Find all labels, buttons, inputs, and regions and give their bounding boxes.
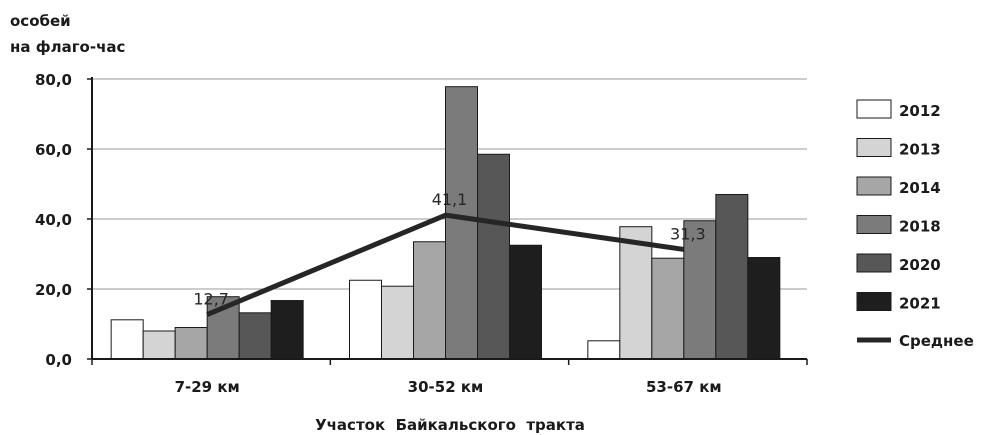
bar-2014-3 <box>651 257 685 360</box>
bar-2014-1 <box>174 327 208 360</box>
x-axis-title: Участок Байкальского тракта <box>315 416 585 434</box>
legend-label: 2013 <box>899 141 941 159</box>
average-data-label: 31,3 <box>670 224 706 243</box>
y-axis-ticks: 0,0 20,0 40,0 60,0 80,0 <box>35 71 92 369</box>
legend-label: 2020 <box>899 256 941 274</box>
bar-2020-2 <box>477 153 510 360</box>
bar-2013-1 <box>142 330 176 360</box>
legend-label: 2014 <box>899 179 941 197</box>
y-axis-title-line-1: особей <box>10 12 71 30</box>
legend-swatch-2013 <box>856 138 892 157</box>
y-tick-label: 0,0 <box>45 351 72 369</box>
y-tick-label: 20,0 <box>35 281 72 299</box>
axes <box>91 77 808 365</box>
average-data-label: 41,1 <box>432 190 468 209</box>
legend-label: 2012 <box>899 102 941 120</box>
bars <box>110 86 781 360</box>
bar-2021-2 <box>509 244 542 360</box>
legend-swatch-2012 <box>856 99 892 119</box>
bar-2012-2 <box>349 279 382 360</box>
bar-2014-2 <box>413 241 446 360</box>
legend-label: Среднее <box>899 332 974 350</box>
legend-swatch-2021 <box>856 292 892 311</box>
bar-2020-1 <box>238 312 272 360</box>
x-category-label: 7-29 км <box>175 378 240 396</box>
average-line <box>206 212 685 317</box>
legend-swatch-2018 <box>856 215 892 234</box>
x-axis-categories: 7-29 км 30-52 км 53-67 км <box>175 378 722 396</box>
y-tick-label: 80,0 <box>35 71 72 89</box>
y-axis-title-line-2: на флаго-час <box>10 38 125 56</box>
average-line-group: 12,7 41,1 31,3 <box>193 190 706 317</box>
legend-label: 2021 <box>899 295 941 313</box>
bar-2020-3 <box>715 194 749 360</box>
bar-2013-2 <box>381 285 414 360</box>
x-category-label: 30-52 км <box>408 378 484 396</box>
average-data-label: 12,7 <box>193 290 229 309</box>
legend-swatch-2020 <box>856 253 892 273</box>
bar-2021-3 <box>747 257 781 360</box>
y-tick-label: 60,0 <box>35 141 72 159</box>
legend: 2012 2013 2014 2018 2020 2021 Среднее <box>856 99 974 350</box>
bar-2021-1 <box>270 300 304 360</box>
legend-label: 2018 <box>899 218 941 236</box>
x-category-label: 53-67 км <box>646 378 722 396</box>
bar-2012-1 <box>110 319 144 360</box>
bar-2018-2 <box>445 86 478 360</box>
legend-swatch-2014 <box>856 176 892 196</box>
bar-2012-3 <box>587 340 621 360</box>
y-tick-label: 40,0 <box>35 211 72 229</box>
